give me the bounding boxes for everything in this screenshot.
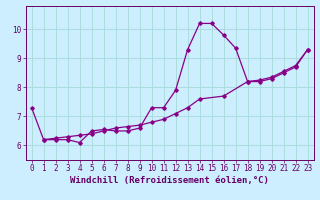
X-axis label: Windchill (Refroidissement éolien,°C): Windchill (Refroidissement éolien,°C) — [70, 176, 269, 185]
